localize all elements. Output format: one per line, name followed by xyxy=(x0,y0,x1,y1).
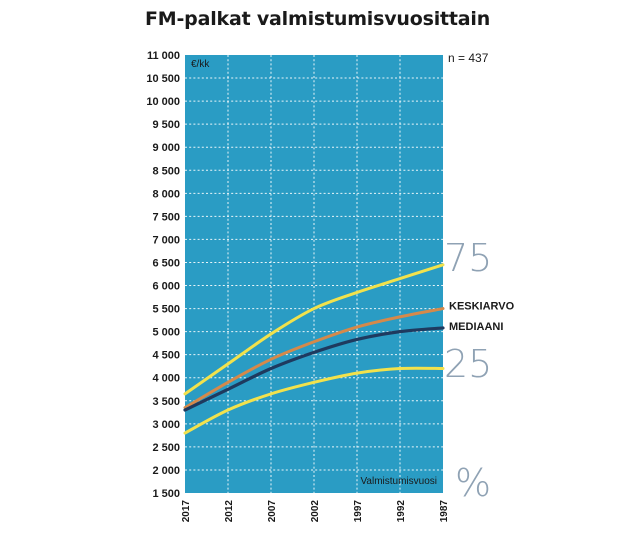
y-tick-label: 1 500 xyxy=(152,488,180,500)
percentile-75-label: 75 xyxy=(444,236,492,280)
y-tick-label: 10 500 xyxy=(146,73,180,85)
x-axis-label: Valmistumisvuosi xyxy=(361,476,438,487)
y-tick-label: 9 000 xyxy=(152,142,180,154)
y-tick-label: 4 000 xyxy=(152,373,180,385)
series-label-keskiarvo: KESKIARVO xyxy=(449,301,515,313)
x-tick-label: 2012 xyxy=(224,500,235,523)
x-axis-ticks: 2017 2012 2007 2002 1997 1992 1987 xyxy=(181,500,450,523)
y-tick-label: 6 500 xyxy=(152,257,180,269)
y-tick-label: 3 500 xyxy=(152,396,180,408)
y-tick-label: 7 000 xyxy=(152,234,180,246)
percentile-25-label: 25 xyxy=(444,342,492,386)
y-tick-label: 6 000 xyxy=(152,281,180,293)
x-tick-label: 1992 xyxy=(396,500,407,523)
grid-lines xyxy=(185,55,443,493)
y-tick-label: 5 500 xyxy=(152,304,180,316)
x-tick-label: 2002 xyxy=(310,500,321,523)
y-tick-label: 10 000 xyxy=(146,96,180,108)
percent-sign-label: % xyxy=(455,461,491,505)
y-tick-label: 8 500 xyxy=(152,165,180,177)
series-line-p25 xyxy=(183,366,445,435)
y-tick-label: 5 000 xyxy=(152,327,180,339)
x-tick-label: 2007 xyxy=(267,500,278,523)
x-tick-label: 1987 xyxy=(439,500,450,523)
sample-size-label: n = 437 xyxy=(448,51,489,65)
y-tick-label: 8 000 xyxy=(152,188,180,200)
y-tick-label: 4 500 xyxy=(152,350,180,362)
y-axis-ticks: 1 500 2 000 2 500 3 000 3 500 4 000 4 500 5 000… xyxy=(146,50,180,500)
y-tick-label: 7 500 xyxy=(152,211,180,223)
series-line-keskiarvo xyxy=(183,307,445,410)
y-tick-label: 2 500 xyxy=(152,442,180,454)
series-line-p75 xyxy=(183,263,445,396)
chart-title: FM-palkat valmistumisvuosittain xyxy=(145,8,491,30)
x-tick-label: 2017 xyxy=(181,500,192,523)
x-tick-label: 1997 xyxy=(353,500,364,523)
y-tick-label: 3 000 xyxy=(152,419,180,431)
series-lines xyxy=(183,263,445,435)
y-tick-label: 2 000 xyxy=(152,465,180,477)
y-tick-label: 9 500 xyxy=(152,119,180,131)
y-tick-label: 11 000 xyxy=(147,50,180,62)
series-line-mediaani xyxy=(183,326,445,412)
series-label-mediaani: MEDIAANI xyxy=(449,321,503,333)
y-axis-unit-label: €/kk xyxy=(191,59,210,70)
